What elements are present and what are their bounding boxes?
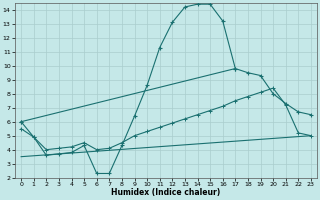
X-axis label: Humidex (Indice chaleur): Humidex (Indice chaleur) bbox=[111, 188, 221, 197]
